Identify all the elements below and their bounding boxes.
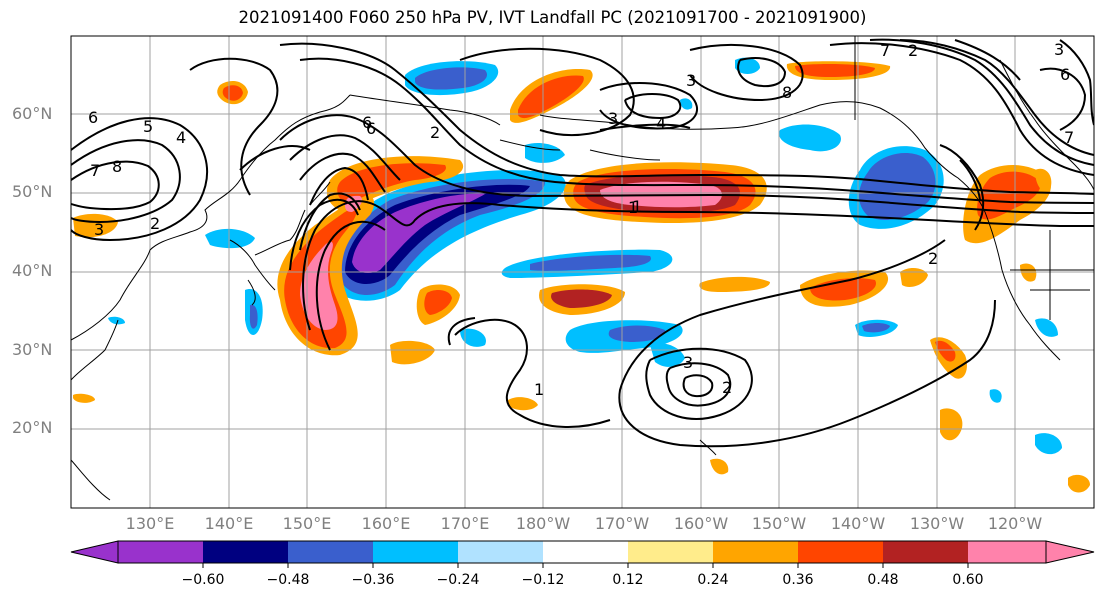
colorbar-extend-high bbox=[1045, 540, 1095, 564]
contour-label: 8 bbox=[782, 83, 792, 102]
lon-label: 150°W bbox=[751, 514, 807, 533]
colorbar-tick-label: 0.60 bbox=[952, 572, 984, 588]
gridlines bbox=[71, 36, 1094, 508]
map-frame bbox=[70, 35, 1095, 509]
lon-label: 140°W bbox=[830, 514, 886, 533]
contour-label: 2 bbox=[150, 214, 160, 233]
lat-label: 30°N bbox=[12, 340, 53, 359]
contour-label: 4 bbox=[656, 114, 666, 133]
colorbar-tick-label: −0.24 bbox=[436, 572, 480, 588]
contour-label: 7 bbox=[880, 41, 890, 60]
lon-label: 170°W bbox=[594, 514, 650, 533]
contour-label: 1 bbox=[628, 198, 638, 217]
contour-label: 7 bbox=[1064, 128, 1074, 147]
lon-label: 160°W bbox=[673, 514, 729, 533]
colorbar-tick-label: 0.12 bbox=[612, 572, 644, 588]
colorbar-tick-label: −0.36 bbox=[351, 572, 395, 588]
lat-label: 60°N bbox=[12, 104, 53, 123]
lon-label: 130°W bbox=[909, 514, 965, 533]
lat-label: 50°N bbox=[12, 182, 53, 201]
contour-label: 6 bbox=[362, 113, 372, 132]
colorbar-tick-label: −0.60 bbox=[181, 572, 225, 588]
colorbar-bin bbox=[883, 541, 968, 563]
contour-label: 2 bbox=[908, 41, 918, 60]
contour-label: 4 bbox=[176, 128, 186, 147]
ivt-contours bbox=[71, 38, 1094, 448]
colorbar-tick-label: 0.36 bbox=[782, 572, 814, 588]
pv-shading bbox=[73, 57, 1090, 493]
contour-label: 1 bbox=[534, 380, 544, 399]
lat-label: 40°N bbox=[12, 261, 53, 280]
colorbar-bin bbox=[968, 541, 1046, 563]
colorbar-extend-low bbox=[70, 540, 119, 564]
colorbar-bin bbox=[288, 541, 373, 563]
map-title: 2021091400 F060 250 hPa PV, IVT Landfall… bbox=[238, 8, 867, 27]
contour-label: 3 bbox=[683, 353, 693, 372]
contour-label: 3 bbox=[1054, 40, 1064, 59]
contour-label: 1 bbox=[632, 197, 642, 216]
colorbar bbox=[70, 540, 1095, 568]
colorbar-bin bbox=[203, 541, 288, 563]
contour-label: 6 bbox=[1060, 65, 1070, 84]
contour-label: 2 bbox=[430, 123, 440, 142]
contour-label: 6 bbox=[88, 108, 98, 127]
lon-label: 150°E bbox=[282, 514, 332, 533]
colorbar-tick-label: 0.48 bbox=[867, 572, 899, 588]
contour-label: 5 bbox=[143, 117, 153, 136]
colorbar-bin bbox=[458, 541, 543, 563]
colorbar-tick-label: −0.48 bbox=[266, 572, 310, 588]
lon-label: 170°E bbox=[440, 514, 490, 533]
colorbar-bin bbox=[543, 541, 628, 563]
colorbar-tick-label: −0.12 bbox=[521, 572, 565, 588]
contour-label: 7 bbox=[90, 161, 100, 180]
contour-label: 3 bbox=[94, 220, 104, 239]
colorbar-tick-label: 0.24 bbox=[697, 572, 729, 588]
colorbar-bin bbox=[798, 541, 883, 563]
contour-label: 8 bbox=[112, 157, 122, 176]
colorbar-bin bbox=[713, 541, 798, 563]
contour-label: 3 bbox=[686, 71, 696, 90]
contour-label: 2 bbox=[722, 378, 732, 397]
colorbar-bin bbox=[118, 541, 203, 563]
contour-label: 3 bbox=[608, 109, 618, 128]
lon-label: 140°E bbox=[204, 514, 254, 533]
contour-labels: 6 5 4 3 2 1 8 7 6 3 1 4 2 7 6 3 2 1 2 3 … bbox=[88, 40, 1074, 399]
colorbar-bin bbox=[628, 541, 713, 563]
lon-label: 130°E bbox=[125, 514, 175, 533]
lat-label: 20°N bbox=[12, 418, 53, 437]
contour-label: 6 bbox=[366, 119, 376, 138]
lon-label: 180°W bbox=[515, 514, 571, 533]
lon-label: 120°W bbox=[987, 514, 1043, 533]
lon-label: 160°E bbox=[361, 514, 411, 533]
colorbar-bin bbox=[373, 541, 458, 563]
contour-label: 2 bbox=[928, 249, 938, 268]
